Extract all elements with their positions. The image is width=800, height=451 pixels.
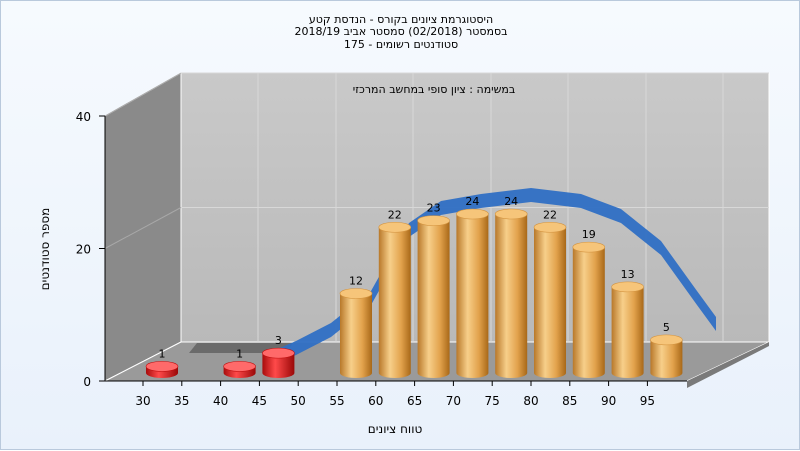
bar-body bbox=[611, 286, 644, 378]
chart-title-line-2: בסמסטר (02/2018) סמסטר אביב 2018/19 bbox=[294, 25, 508, 38]
bar-body bbox=[572, 247, 605, 378]
chart-annotation: במשימה : ציון סופי במחשב המרכזי bbox=[353, 83, 516, 96]
bar-value-label: 3 bbox=[275, 334, 282, 347]
bar: 1 bbox=[223, 347, 256, 378]
bar-cap bbox=[456, 208, 489, 220]
y-tick-label: 40 bbox=[76, 110, 91, 124]
bar-value-label: 22 bbox=[543, 208, 557, 221]
floor-edge bbox=[687, 342, 769, 388]
grid-lines bbox=[104, 72, 769, 342]
bar-cap bbox=[145, 361, 179, 372]
x-tick-label: 40 bbox=[213, 394, 228, 408]
bar-body bbox=[650, 339, 683, 378]
chart-title-line-3: סטודנטים רשומים - 175 bbox=[343, 38, 459, 51]
bar-cap bbox=[262, 347, 295, 359]
bar-body bbox=[534, 227, 566, 378]
y-tick-label: 20 bbox=[76, 243, 91, 257]
x-tick-label: 55 bbox=[329, 394, 344, 408]
bar-value-label: 1 bbox=[159, 347, 166, 360]
bar-value-label: 13 bbox=[621, 268, 635, 281]
bar-cap bbox=[339, 288, 373, 299]
bar-cap bbox=[611, 281, 644, 293]
bar-cap bbox=[572, 241, 606, 253]
x-tick-label: 50 bbox=[291, 394, 306, 408]
y-axis-title: מספר סטודנטים bbox=[38, 208, 52, 291]
x-tick-label: 95 bbox=[640, 394, 655, 408]
x-tick-label: 35 bbox=[174, 394, 189, 408]
bar-value-label: 22 bbox=[388, 208, 402, 221]
bar: 13 bbox=[611, 268, 644, 378]
bar-body bbox=[340, 293, 372, 378]
bar: 5 bbox=[650, 321, 683, 378]
gridline-side bbox=[104, 72, 182, 117]
x-tick-label: 30 bbox=[135, 394, 150, 408]
bar-cap bbox=[223, 361, 256, 372]
bar: 24 bbox=[494, 195, 528, 378]
x-tick-label: 85 bbox=[562, 394, 577, 408]
bar: 24 bbox=[456, 195, 489, 378]
bar-value-label: 24 bbox=[504, 195, 518, 208]
x-axis-title: טווח ציונים bbox=[368, 422, 423, 436]
bar-cap bbox=[417, 215, 450, 226]
bar: 1 bbox=[145, 347, 179, 378]
bar-cap bbox=[650, 334, 683, 346]
bar: 22 bbox=[533, 208, 567, 378]
bar-cap bbox=[494, 208, 528, 220]
bar: 19 bbox=[572, 228, 606, 378]
x-tick-label: 80 bbox=[523, 394, 538, 408]
bar: 23 bbox=[417, 202, 450, 378]
bar-body bbox=[262, 353, 295, 378]
x-tick-label: 90 bbox=[601, 394, 616, 408]
bar-cap bbox=[378, 221, 412, 233]
y-tick-label: 0 bbox=[83, 375, 91, 389]
x-tick-label: 75 bbox=[485, 394, 500, 408]
bar-body bbox=[378, 227, 411, 378]
bar: 3 bbox=[262, 334, 295, 378]
x-tick-label: 65 bbox=[407, 394, 422, 408]
bar-value-label: 23 bbox=[427, 202, 441, 215]
bar-value-label: 5 bbox=[663, 321, 670, 334]
bar-value-label: 1 bbox=[236, 347, 243, 360]
bar-body bbox=[456, 214, 489, 378]
bar-value-label: 24 bbox=[465, 195, 479, 208]
bar-body bbox=[417, 220, 450, 378]
x-tick-label: 60 bbox=[368, 394, 383, 408]
x-tick-label: 70 bbox=[446, 394, 461, 408]
chart-title-line-1: היסטוגרמת ציונים בקורס - הנדסת קטע bbox=[308, 13, 494, 26]
bar: 12 bbox=[339, 275, 373, 378]
left-wall bbox=[104, 72, 182, 382]
bar-cap bbox=[533, 221, 567, 233]
bar: 22 bbox=[378, 208, 412, 378]
bar-value-label: 12 bbox=[349, 275, 363, 288]
bar-value-label: 19 bbox=[582, 228, 596, 241]
x-tick-label: 45 bbox=[252, 394, 267, 408]
gridline-side bbox=[104, 207, 182, 249]
bar-body bbox=[495, 214, 528, 378]
